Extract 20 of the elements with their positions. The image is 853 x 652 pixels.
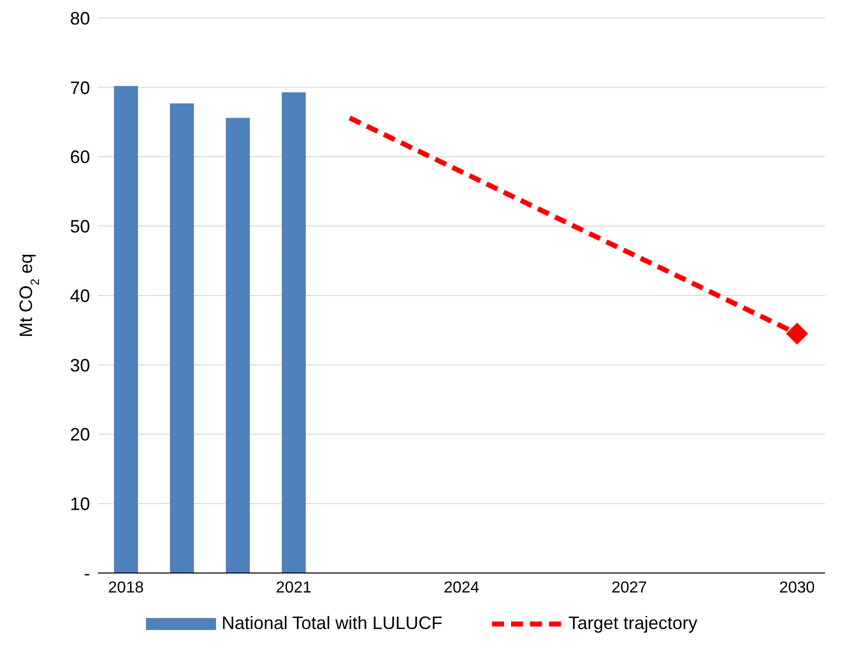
x-tick-label: 2030 [779, 579, 815, 596]
y-tick-label: 50 [70, 216, 90, 237]
bar [114, 86, 138, 573]
bar [282, 92, 306, 573]
bar [226, 118, 250, 573]
x-tick-label: 2018 [108, 579, 144, 596]
y-tick-label: 70 [70, 78, 90, 98]
legend-label: Target trajectory [568, 613, 698, 634]
x-tick-label: 2027 [611, 579, 648, 596]
y-tick-label: 10 [70, 494, 90, 514]
y-tick-label: 40 [70, 286, 90, 306]
y-tick-label: - [84, 563, 90, 584]
x-tick-label: 2024 [444, 579, 480, 596]
legend-label: National Total with LULUCF [222, 613, 442, 634]
x-tick-label: 2021 [276, 579, 312, 596]
bar [170, 103, 194, 573]
y-tick-label: 60 [70, 147, 90, 168]
y-tick-label: 20 [70, 424, 90, 445]
y-tick-label: 80 [70, 8, 90, 28]
y-tick-label: 30 [70, 355, 90, 376]
